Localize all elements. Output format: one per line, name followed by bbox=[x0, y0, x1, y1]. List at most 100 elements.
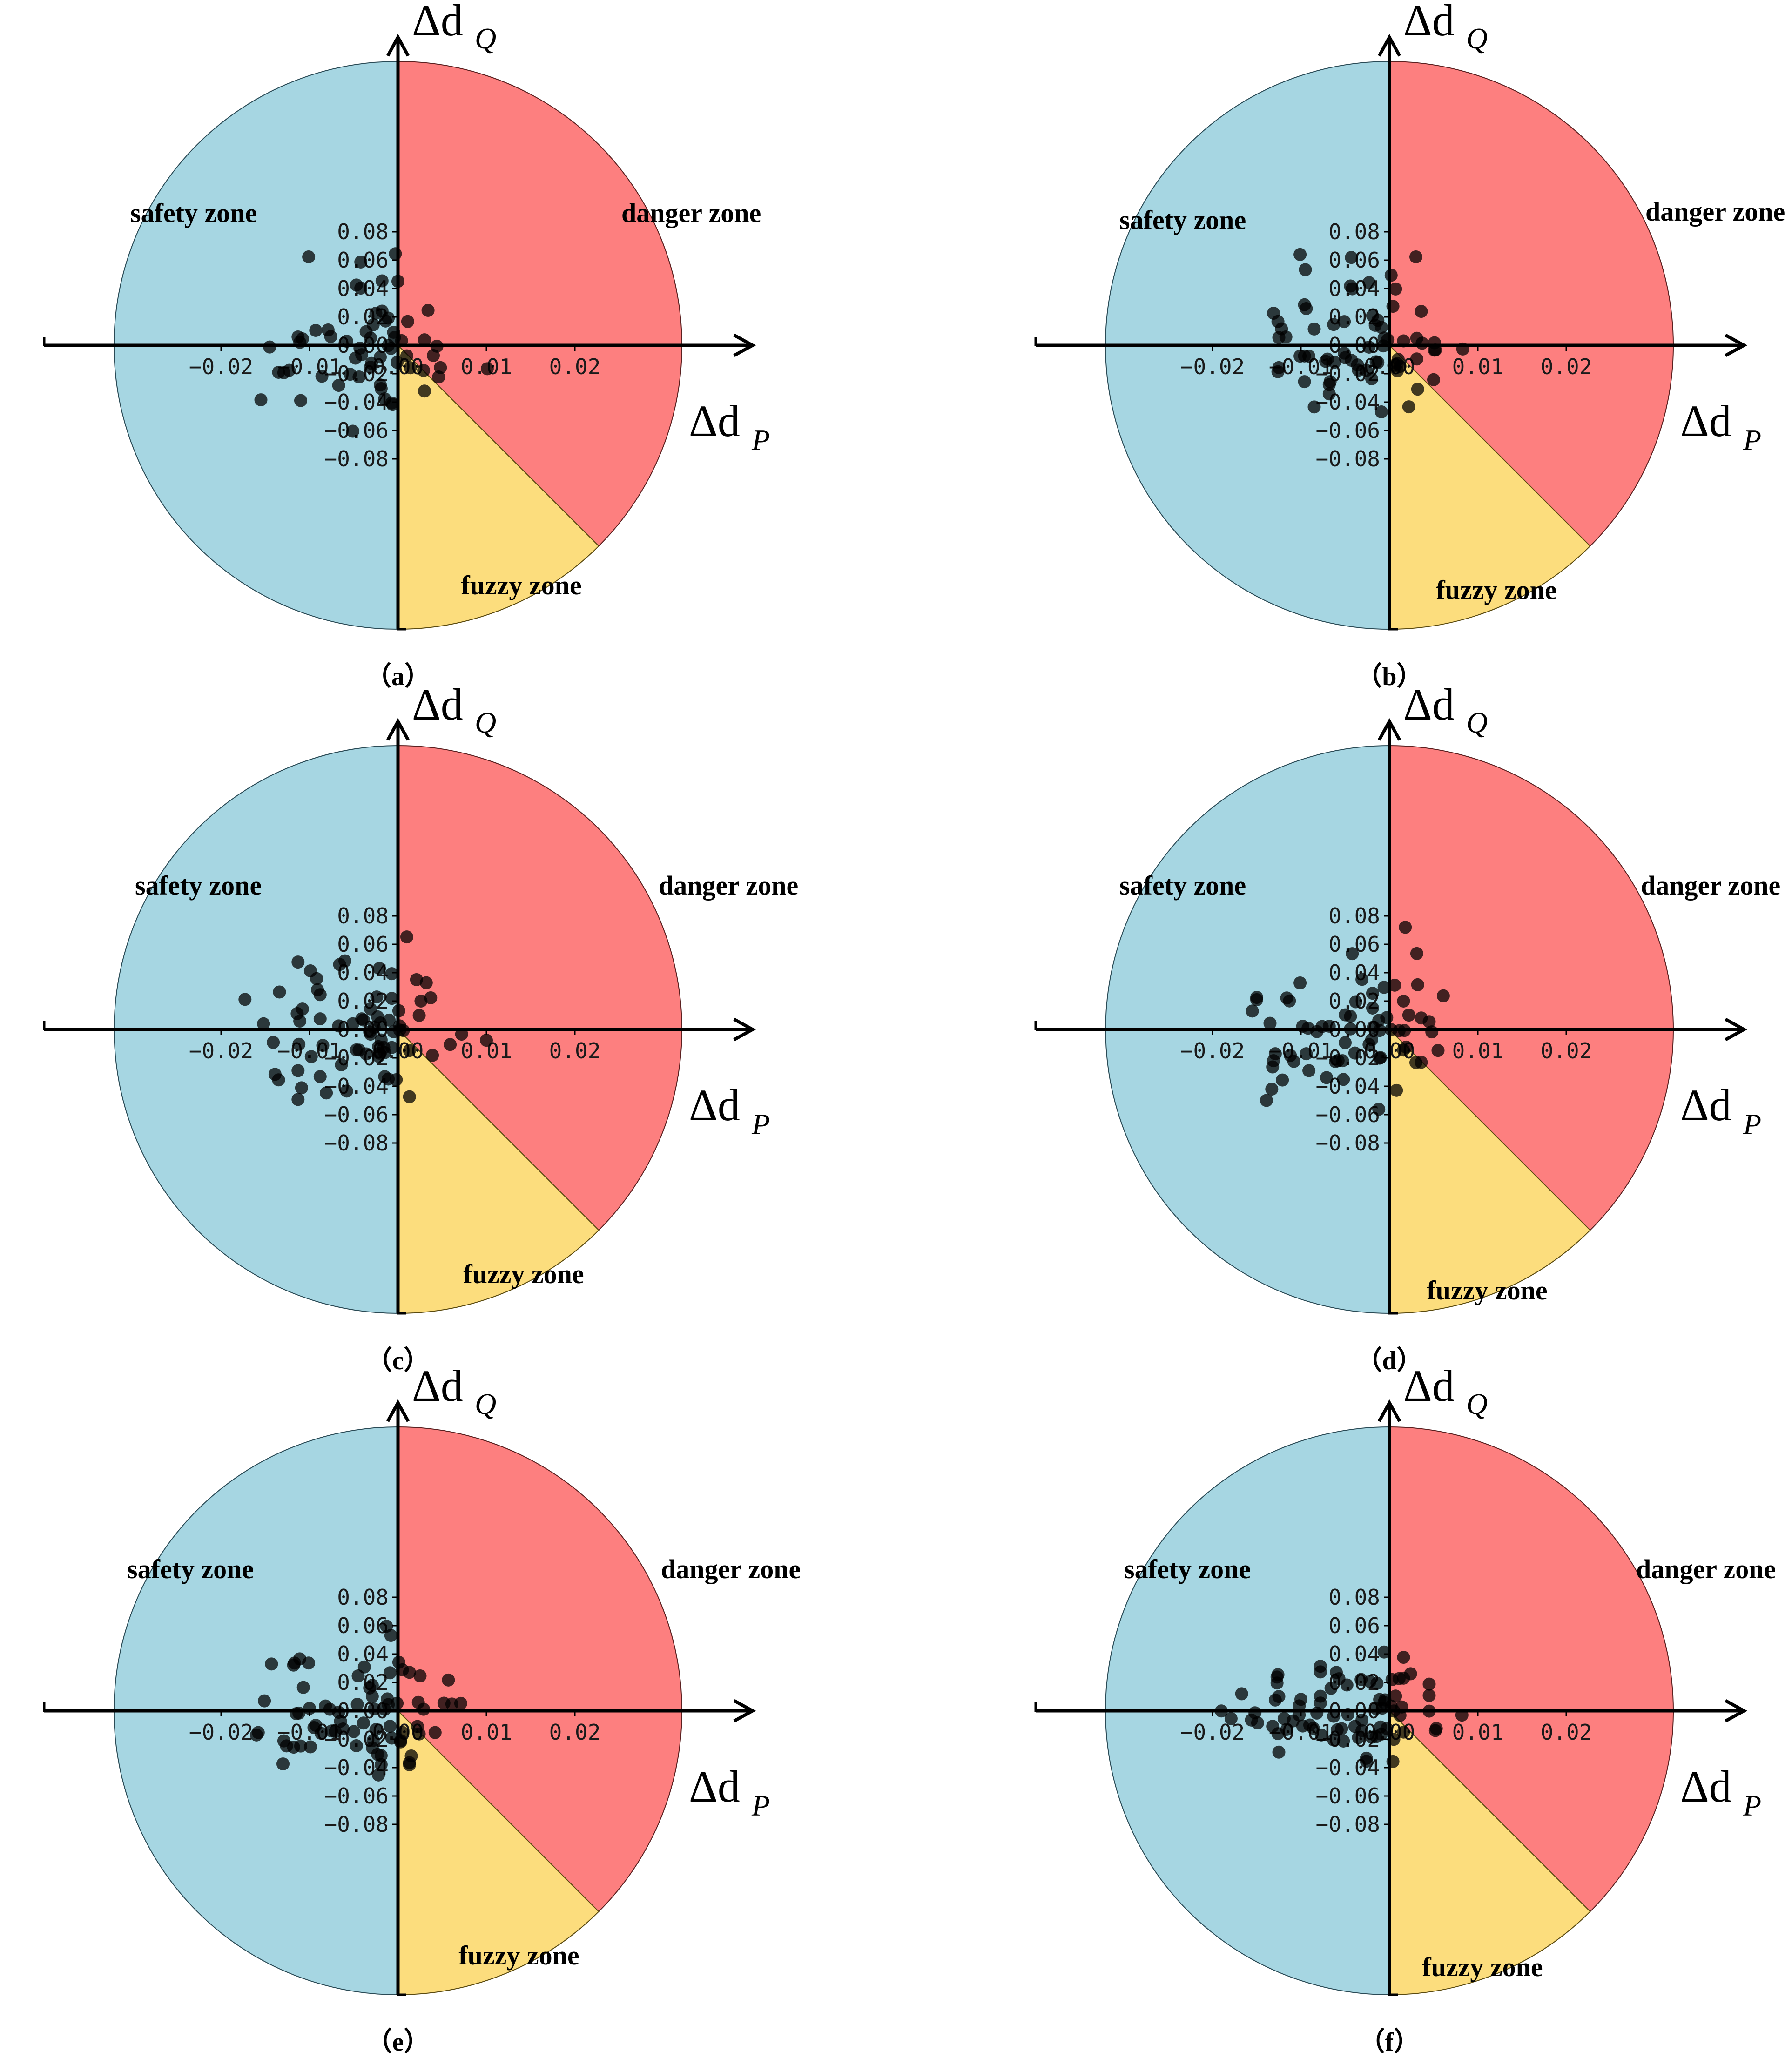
data-point bbox=[1265, 1083, 1279, 1096]
data-point bbox=[316, 1039, 330, 1052]
danger-zone-region bbox=[1389, 1426, 1674, 1912]
data-point bbox=[389, 247, 402, 261]
safety-zone-label: safety zone bbox=[130, 198, 257, 228]
safety-zone-label: safety zone bbox=[127, 1554, 254, 1584]
data-point bbox=[357, 1716, 370, 1730]
data-point bbox=[364, 1002, 377, 1016]
panel-caption: （a） bbox=[365, 662, 431, 691]
x-tick-label: 0.01 bbox=[1452, 1038, 1504, 1063]
y-tick-label: −0.04 bbox=[324, 1074, 389, 1099]
y-axis-title: Δd bbox=[1403, 679, 1455, 729]
data-point bbox=[1374, 1051, 1387, 1064]
data-point bbox=[1391, 364, 1404, 377]
x-tick-label: 0.02 bbox=[549, 1720, 601, 1745]
data-point bbox=[1404, 1667, 1417, 1681]
x-axis-title: Δd bbox=[1680, 396, 1731, 446]
y-axis-arrow-icon bbox=[386, 1399, 410, 1422]
x-tick-label: −0.02 bbox=[1180, 354, 1245, 379]
data-point bbox=[1280, 1722, 1293, 1736]
data-point bbox=[352, 1043, 366, 1057]
data-point bbox=[1344, 1009, 1357, 1023]
x-axis-title-subscript: P bbox=[1743, 1789, 1761, 1822]
data-point bbox=[332, 379, 345, 392]
safety-zone-label: safety zone bbox=[135, 870, 262, 901]
data-point bbox=[1246, 1004, 1259, 1018]
data-point bbox=[1366, 987, 1379, 1000]
data-point bbox=[1410, 352, 1423, 366]
data-point bbox=[418, 384, 431, 398]
y-axis-arrow-icon bbox=[1377, 1399, 1401, 1422]
data-point bbox=[428, 1726, 442, 1739]
y-tick-label: −0.06 bbox=[1316, 1102, 1380, 1127]
data-point bbox=[1293, 248, 1307, 261]
y-tick-label: −0.08 bbox=[324, 1812, 389, 1837]
data-point bbox=[1272, 1745, 1286, 1759]
data-point bbox=[404, 1749, 418, 1762]
data-point bbox=[351, 1669, 365, 1682]
data-point bbox=[1397, 1725, 1410, 1739]
data-point bbox=[1436, 989, 1450, 1002]
y-tick-label: 0.08 bbox=[337, 903, 389, 928]
data-point bbox=[1346, 282, 1359, 296]
data-point bbox=[1260, 1094, 1273, 1107]
x-axis-title: Δd bbox=[689, 1762, 740, 1811]
data-point bbox=[480, 362, 494, 376]
x-tick-label: 0.02 bbox=[549, 354, 601, 379]
data-point bbox=[426, 1049, 439, 1062]
data-point bbox=[276, 1757, 290, 1771]
y-tick-label: 0.08 bbox=[1328, 903, 1380, 928]
data-point bbox=[1431, 1044, 1445, 1057]
data-point bbox=[314, 1727, 328, 1740]
y-tick-label: −0.08 bbox=[1316, 446, 1380, 471]
data-point bbox=[291, 1064, 305, 1077]
y-tick-label: −0.06 bbox=[1316, 1783, 1380, 1809]
data-point bbox=[296, 1681, 310, 1694]
data-point bbox=[1348, 1046, 1361, 1060]
data-point bbox=[1410, 947, 1423, 960]
data-point bbox=[427, 349, 440, 362]
x-tick-label: 0.02 bbox=[1541, 1038, 1592, 1063]
data-point bbox=[1320, 1071, 1334, 1084]
data-point bbox=[335, 1058, 348, 1071]
data-point bbox=[277, 1734, 290, 1748]
data-point bbox=[1365, 1730, 1378, 1744]
data-point bbox=[394, 1734, 407, 1748]
data-point bbox=[412, 1009, 426, 1022]
data-point bbox=[1235, 1687, 1248, 1701]
data-point bbox=[374, 382, 388, 396]
data-point bbox=[1328, 356, 1341, 369]
data-point bbox=[267, 1036, 280, 1049]
chart-panel-d: 0.080.060.040.020.00−0.02−0.04−0.06−0.08… bbox=[1034, 679, 1780, 1375]
data-point bbox=[1279, 330, 1293, 344]
data-point bbox=[1402, 400, 1415, 414]
y-axis-title: Δd bbox=[1403, 0, 1455, 45]
data-point bbox=[372, 1768, 385, 1782]
data-point bbox=[1340, 1678, 1354, 1692]
data-point bbox=[390, 1073, 403, 1086]
y-tick-label: −0.08 bbox=[324, 446, 389, 471]
danger-zone-region bbox=[397, 1426, 682, 1912]
data-point bbox=[1397, 995, 1410, 1008]
danger-zone-label: danger zone bbox=[1641, 870, 1780, 901]
data-point bbox=[291, 955, 305, 969]
data-point bbox=[313, 988, 327, 1002]
x-tick-label: −0.02 bbox=[189, 1720, 253, 1745]
data-point bbox=[419, 976, 433, 989]
data-point bbox=[1384, 269, 1398, 282]
fuzzy-zone-label: fuzzy zone bbox=[463, 1259, 584, 1289]
data-point bbox=[272, 1073, 285, 1087]
data-point bbox=[1337, 1073, 1350, 1086]
x-axis-arrow-icon bbox=[1725, 333, 1748, 357]
data-point bbox=[294, 394, 307, 407]
chart-panel-e: 0.080.060.040.020.00−0.02−0.04−0.06−0.08… bbox=[43, 1361, 801, 2057]
data-point bbox=[309, 323, 323, 337]
danger-zone-region bbox=[397, 61, 682, 547]
data-point bbox=[1251, 1716, 1264, 1729]
data-point bbox=[383, 1666, 397, 1680]
data-point bbox=[1415, 305, 1428, 318]
data-point bbox=[1374, 321, 1388, 334]
data-point bbox=[263, 340, 276, 354]
data-point bbox=[1366, 1001, 1379, 1015]
danger-zone-region bbox=[1389, 745, 1674, 1231]
